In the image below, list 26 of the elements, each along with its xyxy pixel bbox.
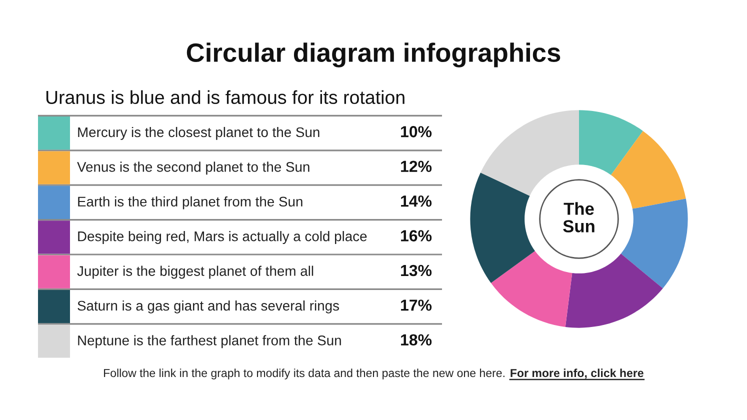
text: The Sun xyxy=(563,202,594,232)
data-label: 18% xyxy=(401,334,432,346)
donut-slice xyxy=(470,172,535,283)
legend-label: Jupiter is the biggest planet of them all xyxy=(77,266,314,279)
legend-label: Saturn is a gas giant and has several rings xyxy=(78,300,339,314)
donut-slice xyxy=(480,110,579,196)
donut-slice xyxy=(565,254,663,328)
data-label: 13% xyxy=(401,264,432,276)
legend-label: Venus is the second planet to the Sun xyxy=(77,162,310,175)
data-label: 16% xyxy=(401,230,432,242)
text: For more info, click here xyxy=(510,368,644,379)
chart-subtitle: Uranus is blue and is famous for its rotation xyxy=(46,90,404,104)
data-label: 10% xyxy=(401,126,432,138)
chart-title: Circular diagram infographics xyxy=(186,42,560,68)
donut-slice xyxy=(610,130,686,209)
donut-slice xyxy=(620,198,688,288)
legend-label: Mercury is the closest planet to the Sun xyxy=(78,126,320,140)
donut-slice xyxy=(579,110,643,175)
legend-label: Neptune is the farthest planet from the Sun xyxy=(78,335,341,348)
text: Follow the link in the graph to modify its data and then paste the new one here. xyxy=(104,368,504,380)
data-label: 14% xyxy=(401,195,432,207)
data-label: 17% xyxy=(401,300,432,311)
legend-label: Earth is the third planet from the Sun xyxy=(78,196,302,210)
data-label: 12% xyxy=(401,160,432,172)
donut-slice xyxy=(490,250,572,327)
legend-label: Despite being red, Mars is actually a cold place xyxy=(78,231,367,244)
